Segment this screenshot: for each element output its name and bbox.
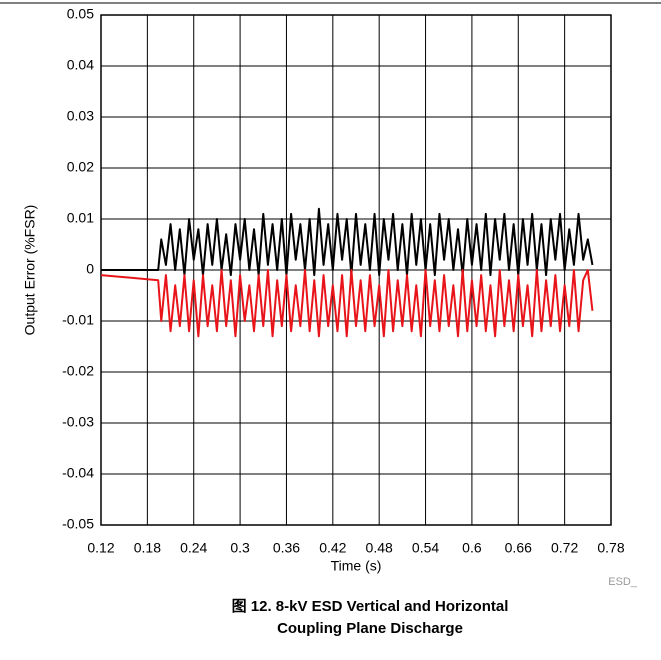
x-tick-label: 0.54	[412, 540, 439, 556]
x-tick-label: 0.66	[505, 540, 532, 556]
x-tick-label: 0.12	[87, 540, 114, 556]
caption-box: 图 12. 8-kV ESD Vertical and Horizontal C…	[231, 598, 509, 637]
y-tick-label: 0.05	[67, 6, 94, 22]
y-tick-label: 0	[86, 261, 94, 277]
y-tick-label: -0.04	[62, 465, 94, 481]
source-label: ESD_	[608, 576, 638, 588]
y-axis-label: Output Error (%FSR)	[22, 205, 38, 336]
x-tick-label: 0.6	[462, 540, 482, 556]
x-tick-label: 0.18	[134, 540, 161, 556]
x-tick-label: 0.36	[273, 540, 300, 556]
x-tick-label: 0.24	[180, 540, 207, 556]
y-tick-label: -0.01	[62, 312, 94, 328]
y-tick-label: -0.03	[62, 414, 94, 430]
y-tick-label: -0.05	[62, 516, 94, 532]
y-tick-label: 0.04	[67, 57, 94, 73]
series-line	[100, 269, 594, 338]
y-tick-label: 0.03	[67, 108, 94, 124]
x-tick-label: 0.48	[366, 540, 393, 556]
x-tick-label: 0.3	[230, 540, 250, 556]
x-tick-label: 0.42	[319, 540, 346, 556]
x-tick-label: 0.78	[597, 540, 624, 556]
caption: 图 12. 8-kV ESD Vertical and Horizontal C…	[231, 598, 509, 637]
series-line	[101, 207, 594, 277]
x-tick-label: 0.72	[551, 540, 578, 556]
y-tick-label: 0.02	[67, 159, 94, 175]
y-tick-label: 0.01	[67, 210, 94, 226]
x-axis-label: Time (s)	[331, 558, 382, 574]
y-tick-label: -0.02	[62, 363, 94, 379]
